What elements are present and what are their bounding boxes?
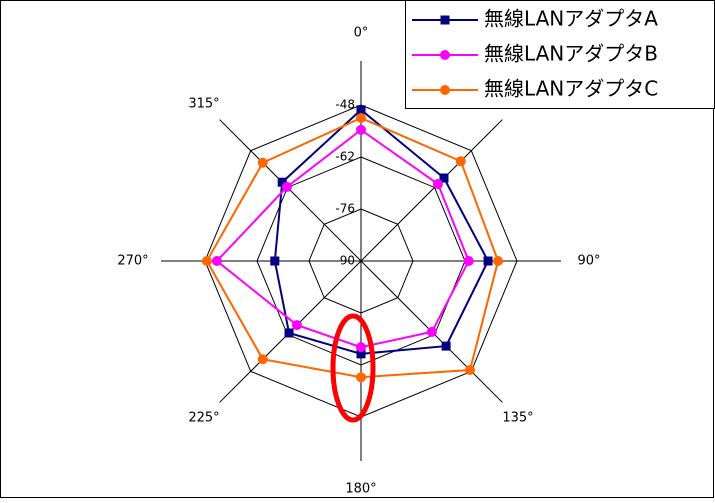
marker: [483, 256, 493, 266]
angle-label: 180°: [345, 482, 376, 497]
legend-label: 無線LANアダプタC: [484, 77, 658, 101]
marker: [426, 326, 437, 337]
angle-label: 315°: [188, 97, 219, 112]
angle-label: 270°: [117, 254, 148, 269]
marker: [257, 157, 268, 168]
marker: [201, 256, 212, 266]
r-tick-label: -48: [335, 98, 355, 112]
legend-label: 無線LANアダプタB: [484, 42, 658, 66]
marker: [356, 113, 366, 123]
r-tick-label: -62: [335, 150, 355, 164]
highlight-ellipse: [330, 313, 376, 423]
marker: [356, 349, 366, 359]
marker: [270, 256, 280, 266]
plot: [201, 105, 504, 383]
marker: [356, 105, 366, 115]
angle-label: 135°: [502, 410, 533, 425]
marker: [281, 181, 292, 192]
marker: [211, 256, 222, 266]
r-tick-label: -76: [335, 202, 355, 216]
angle-label: 0°: [354, 26, 369, 41]
legend: 無線LANアダプタA 無線LANアダプタB 無線LANアダプタC: [412, 7, 658, 101]
marker: [432, 179, 443, 190]
angle-label: 225°: [188, 410, 219, 425]
legend-marker: [440, 85, 450, 95]
marker: [356, 342, 366, 353]
angle-label: 90°: [577, 254, 600, 269]
legend-marker: [440, 15, 450, 25]
marker: [257, 354, 268, 365]
grid-ring: [256, 156, 466, 366]
marker: [464, 364, 475, 375]
spoke: [360, 119, 503, 262]
marker: [441, 341, 451, 351]
legend-marker: [440, 50, 450, 60]
marker: [284, 328, 294, 338]
marker: [493, 256, 504, 266]
r-tick-label: -90: [335, 254, 355, 268]
marker: [291, 320, 302, 331]
legend-label: 無線LANアダプタA: [484, 7, 658, 31]
marker: [277, 177, 287, 187]
marker: [463, 256, 474, 266]
marker: [356, 124, 366, 135]
marker: [356, 372, 366, 383]
marker: [439, 173, 449, 183]
grid-ring: [308, 208, 414, 314]
marker: [455, 156, 466, 167]
